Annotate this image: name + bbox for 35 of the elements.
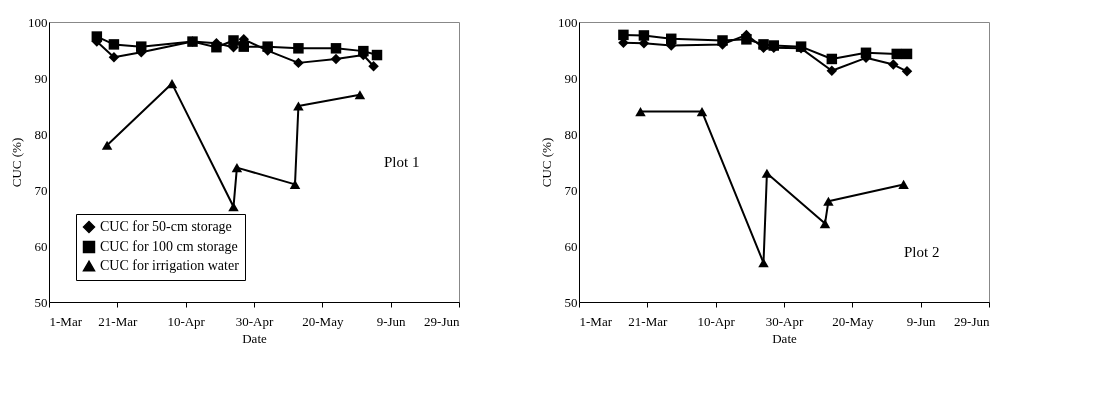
y-axis-title: CUC (%)	[539, 137, 554, 188]
x-tick-label: 1-Mar	[579, 313, 613, 329]
y-axis-title: CUC (%)	[9, 137, 24, 188]
annotation: Plot 1	[384, 154, 420, 170]
x-tick-label: 30-Apr	[235, 313, 274, 329]
y-tick-label: 100	[558, 14, 578, 30]
legend-label: CUC for 100 cm storage	[100, 239, 238, 254]
y-tick-label: 80	[34, 126, 48, 142]
y-tick-label: 50	[34, 294, 48, 310]
x-tick-label: 30-Apr	[765, 313, 804, 329]
y-tick-label: 60	[564, 238, 578, 254]
x-tick-label: 29-Jun	[954, 313, 990, 329]
y-tick-label: 60	[34, 238, 48, 254]
x-tick-label: 9-Jun	[906, 313, 937, 329]
x-axis-title: Date	[242, 330, 267, 346]
y-tick-label: 50	[564, 294, 578, 310]
x-tick-label: 20-May	[832, 313, 874, 329]
legend-label: CUC for 50-cm storage	[100, 219, 232, 234]
y-tick-label: 80	[564, 126, 578, 142]
x-tick-label: 9-Jun	[376, 313, 407, 329]
x-axis-title: Date	[772, 330, 797, 346]
y-tick-label: 70	[564, 182, 578, 198]
y-tick-label: 100	[28, 14, 48, 30]
y-tick-label: 90	[564, 70, 578, 86]
legend-label: CUC for irrigation water	[100, 258, 240, 273]
y-tick-label: 90	[34, 70, 48, 86]
x-tick-label: 21-Mar	[98, 313, 138, 329]
x-tick-label: 1-Mar	[49, 313, 83, 329]
y-tick-label: 70	[34, 182, 48, 198]
x-tick-label: 20-May	[302, 313, 344, 329]
annotation: Plot 2	[904, 244, 940, 260]
x-tick-label: 21-Mar	[628, 313, 668, 329]
x-tick-label: 10-Apr	[167, 313, 206, 329]
x-tick-label: 29-Jun	[424, 313, 460, 329]
x-tick-label: 10-Apr	[697, 313, 736, 329]
